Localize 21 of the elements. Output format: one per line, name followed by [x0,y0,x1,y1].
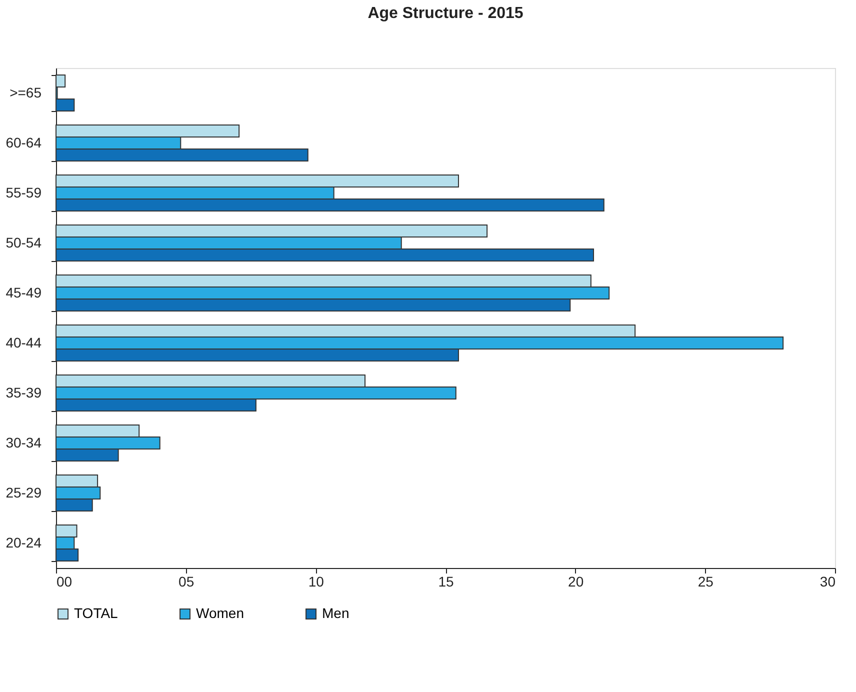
y-tick-label: 45-49 [6,284,42,300]
x-tick-label: 25 [698,574,714,590]
legend-label: TOTAL [74,605,118,621]
y-tick-label: 60-64 [6,134,42,150]
y-tick-label: >=65 [10,84,42,100]
y-tick-label: 50-54 [6,234,42,250]
legend-label: Men [322,605,350,621]
x-tick-label: 10 [308,574,324,590]
legend-label: Women [196,605,244,621]
x-tick-label: 20 [568,574,584,590]
x-tick-label: 00 [56,574,72,590]
y-tick-label: 40-44 [6,334,42,350]
y-tick-label: 35-39 [6,384,42,400]
chart-title: Age Structure - 2015 [368,5,524,22]
y-tick-label: 55-59 [6,184,42,200]
y-tick-label: 30-34 [6,434,42,450]
y-tick-label: 25-29 [6,484,42,500]
y-tick-label: 20-24 [6,534,42,550]
x-tick-label: 15 [438,574,454,590]
x-tick-label: 05 [178,574,194,590]
x-tick-label: 30 [820,574,836,590]
